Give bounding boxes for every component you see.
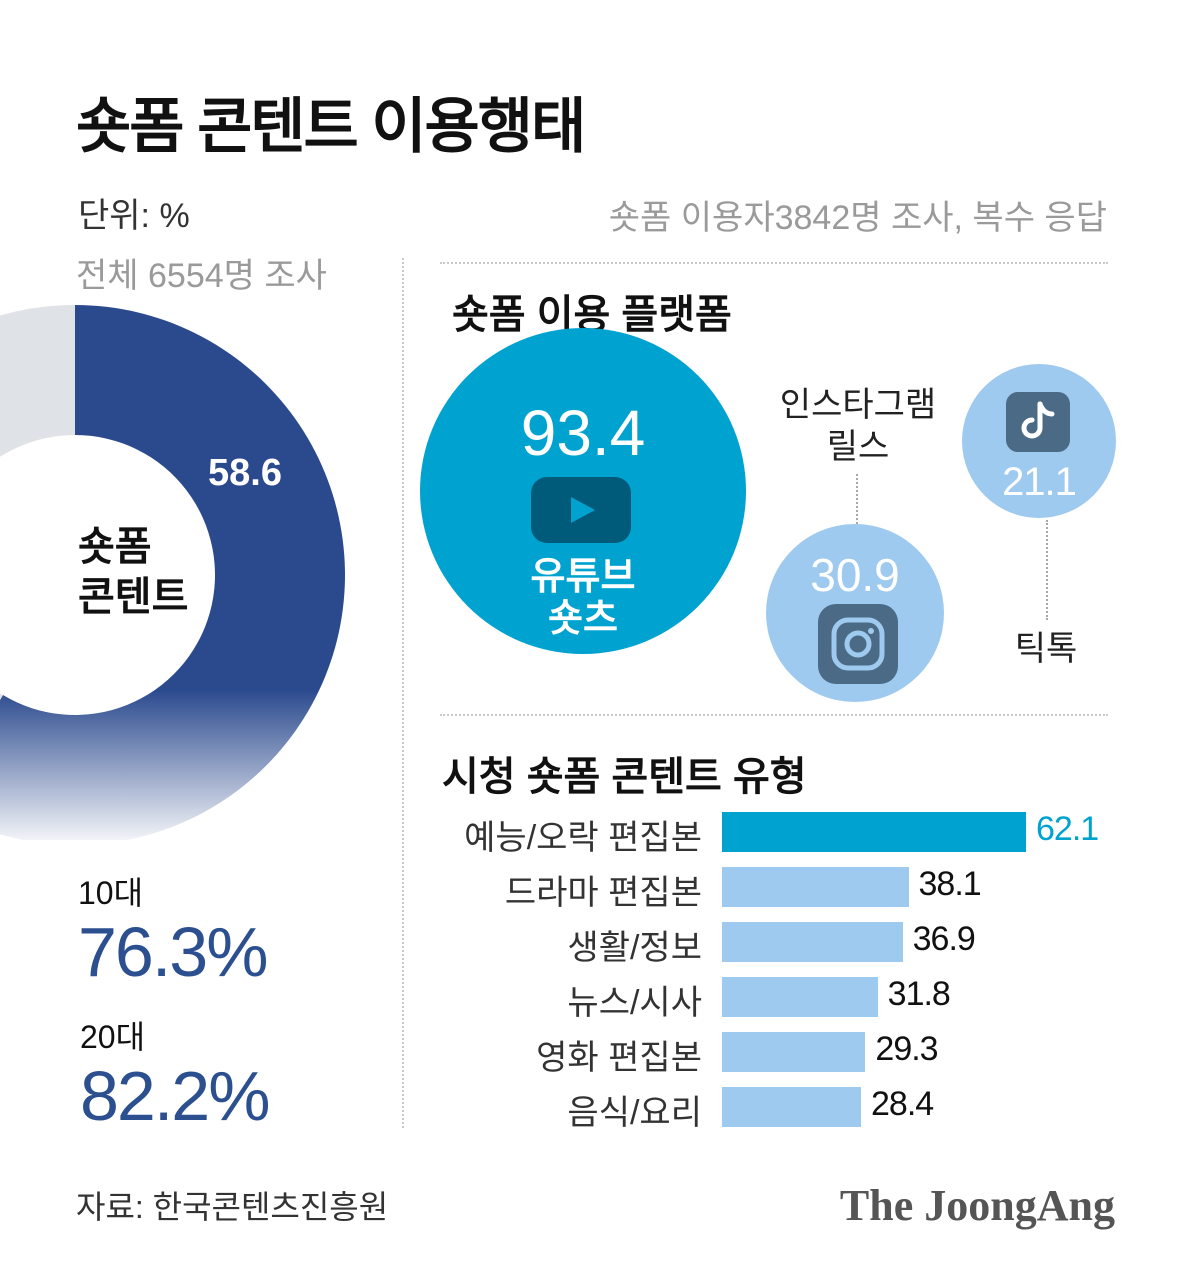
top-divider bbox=[440, 262, 1108, 264]
instagram-icon bbox=[818, 604, 898, 684]
bar-value-label: 29.3 bbox=[875, 1030, 938, 1068]
donut-label-line2: 콘텐트 bbox=[78, 575, 189, 619]
age-value-10s: 76.3% bbox=[78, 913, 268, 991]
content-types-title: 시청 숏폼 콘텐트 유형 bbox=[442, 755, 807, 799]
page-title: 숏폼 콘텐트 이용행태 bbox=[76, 93, 586, 160]
bar bbox=[722, 977, 878, 1017]
bar bbox=[722, 812, 1026, 852]
age-value-20s: 82.2% bbox=[80, 1057, 270, 1135]
bar-category-label: 음식/요리 bbox=[567, 1094, 702, 1132]
vertical-divider bbox=[402, 258, 404, 1128]
instagram-value: 30.9 bbox=[810, 549, 900, 601]
brand-logo: The JoongAng bbox=[839, 1181, 1115, 1230]
bar-category-label: 뉴스/시사 bbox=[567, 984, 702, 1022]
unit-label: 단위: % bbox=[78, 197, 190, 235]
instagram-name-line2: 릴스 bbox=[826, 428, 890, 466]
age-label-10s: 10대 bbox=[78, 875, 144, 911]
bar-category-label: 드라마 편집본 bbox=[504, 874, 702, 912]
left-survey-note: 전체 6554명 조사 bbox=[76, 257, 327, 295]
tiktok-icon bbox=[1006, 392, 1070, 452]
bar-value-label: 31.8 bbox=[887, 975, 951, 1013]
tiktok-value: 21.1 bbox=[1002, 460, 1077, 504]
bar-category-label: 예능/오락 편집본 bbox=[464, 819, 702, 857]
bar bbox=[722, 1032, 866, 1072]
youtube-name: 유튜브 숏츠 bbox=[420, 556, 746, 640]
youtube-play-icon bbox=[531, 477, 631, 543]
donut-value-label: 58.6 bbox=[208, 452, 282, 494]
donut-slice-other bbox=[0, 305, 75, 701]
instagram-leader-line bbox=[856, 474, 858, 524]
youtube-name-line1: 유튜브 bbox=[530, 556, 636, 598]
donut-chart bbox=[0, 305, 400, 840]
donut-fade-overlay bbox=[0, 690, 400, 840]
bar-value-label: 62.1 bbox=[1036, 810, 1099, 848]
source-note: 자료: 한국콘텐츠진흥원 bbox=[76, 1189, 389, 1225]
bar bbox=[722, 867, 909, 907]
tiktok-name: 틱톡 bbox=[1014, 630, 1078, 668]
donut-label-line1: 숏폼 bbox=[78, 525, 152, 569]
age-label-20s: 20대 bbox=[80, 1019, 146, 1055]
bar-value-label: 28.4 bbox=[871, 1085, 934, 1123]
bar-category-label: 생활/정보 bbox=[567, 929, 702, 967]
bar bbox=[722, 922, 903, 962]
right-survey-note: 숏폼 이용자3842명 조사, 복수 응답 bbox=[608, 199, 1107, 237]
instagram-name-line1: 인스타그램 bbox=[779, 386, 937, 424]
bar-value-label: 36.9 bbox=[912, 920, 976, 958]
middle-divider bbox=[440, 714, 1108, 716]
youtube-name-line2: 숏츠 bbox=[548, 598, 618, 640]
donut-center-label: 숏폼 콘텐트 bbox=[78, 522, 188, 622]
bar-value-label: 38.1 bbox=[918, 865, 982, 903]
instagram-name: 인스타그램 릴스 bbox=[760, 384, 956, 468]
youtube-value: 93.4 bbox=[520, 397, 646, 469]
bar-category-label: 영화 편집본 bbox=[536, 1039, 702, 1077]
tiktok-leader-line bbox=[1046, 520, 1048, 620]
bar bbox=[722, 1087, 862, 1127]
